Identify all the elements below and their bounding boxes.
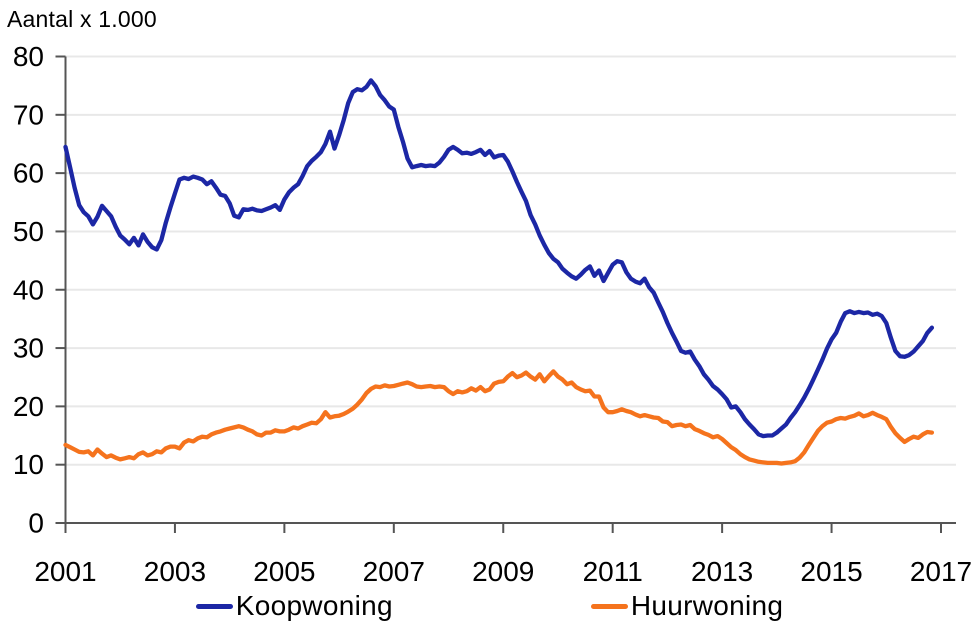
y-tick-label-10: 10 [13, 449, 44, 480]
x-tick-label-2009: 2009 [472, 556, 534, 587]
x-tick-label-2001: 2001 [34, 556, 96, 587]
x-tick-label-2013: 2013 [691, 556, 753, 587]
koopwoning-line-marker [195, 603, 233, 609]
y-tick-label-40: 40 [13, 274, 44, 305]
y-tick-label-70: 70 [13, 99, 44, 130]
y-tick-label-60: 60 [13, 158, 44, 189]
y-tick-label-20: 20 [13, 391, 44, 422]
legend-item-koopwoning: Koopwoning [195, 590, 393, 622]
huurwoning-line [63, 369, 935, 466]
legend-item-huurwoning: Huurwoning [590, 590, 784, 622]
y-tick-label-80: 80 [13, 41, 44, 72]
y-tick-label-0: 0 [28, 508, 44, 539]
koopwoning-line [63, 78, 935, 439]
x-tick-label-2015: 2015 [800, 556, 862, 587]
x-tick-label-2005: 2005 [253, 556, 315, 587]
x-tick-label-2003: 2003 [144, 556, 206, 587]
huurwoning-line-marker [590, 603, 628, 609]
koopwoning-legend-label: Koopwoning [235, 590, 393, 621]
x-tick-label-2007: 2007 [363, 556, 425, 587]
huurwoning-legend-label: Huurwoning [630, 590, 784, 621]
legend: Koopwoning Huurwoning [0, 590, 979, 622]
y-tick-label-30: 30 [13, 333, 44, 364]
chart-title: Aantal x 1.000 [7, 6, 157, 32]
x-tick-label-2011: 2011 [583, 556, 643, 587]
x-tick-label-2017: 2017 [910, 556, 972, 587]
y-tick-label-50: 50 [13, 216, 44, 247]
